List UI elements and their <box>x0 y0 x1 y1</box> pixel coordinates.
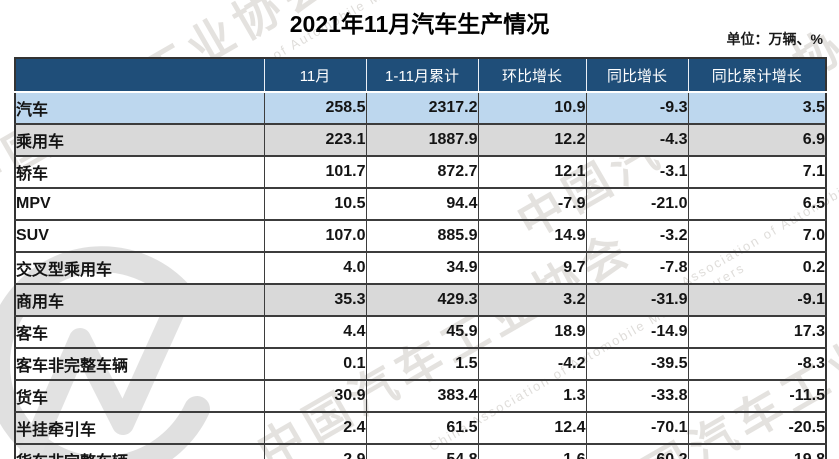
cell-value: -19.8 <box>688 444 827 459</box>
cell-value: 18.9 <box>478 316 587 349</box>
cell-value: 1.3 <box>478 380 587 413</box>
cell-value: -9.1 <box>688 284 827 317</box>
column-header: 1-11月累计 <box>366 58 479 93</box>
cell-value: 383.4 <box>366 380 479 413</box>
cell-value: -60.2 <box>586 444 689 459</box>
cell-value: 3.2 <box>478 284 587 317</box>
cell-value: 2.9 <box>264 444 367 459</box>
row-label: MPV <box>15 188 265 221</box>
table-row: 客车 4.4 45.9 18.9 -14.9 17.3 <box>15 316 827 349</box>
cell-value: 9.7 <box>478 252 587 285</box>
row-label: 客车 <box>15 316 265 349</box>
page-title: 2021年11月汽车生产情况 <box>289 11 550 37</box>
cell-value: -4.2 <box>478 348 587 381</box>
column-header: 11月 <box>264 58 367 93</box>
row-label: 汽车 <box>15 92 265 125</box>
row-label: 乘用车 <box>15 124 265 157</box>
cell-value: 34.9 <box>366 252 479 285</box>
table-row: 交叉型乘用车 4.0 34.9 9.7 -7.8 0.2 <box>15 252 827 285</box>
cell-value: 2317.2 <box>366 92 479 125</box>
cell-value: -3.2 <box>586 220 689 253</box>
cell-value: -7.9 <box>478 188 587 221</box>
cell-value: 107.0 <box>264 220 367 253</box>
corner-header <box>15 58 265 93</box>
cell-value: 30.9 <box>264 380 367 413</box>
cell-value: 14.9 <box>478 220 587 253</box>
cell-value: 872.7 <box>366 156 479 189</box>
cell-value: -20.5 <box>688 412 827 445</box>
cell-value: 0.1 <box>264 348 367 381</box>
cell-value: 6.9 <box>688 124 827 157</box>
unit-label: 单位：万辆、% <box>726 31 823 47</box>
table-row: 半挂牵引车 2.4 61.5 12.4 -70.1 -20.5 <box>15 412 827 445</box>
cell-value: 101.7 <box>264 156 367 189</box>
table-row: MPV 10.5 94.4 -7.9 -21.0 6.5 <box>15 188 827 221</box>
cell-value: -1.6 <box>478 444 587 459</box>
cell-value: -3.1 <box>586 156 689 189</box>
cell-value: 223.1 <box>264 124 367 157</box>
table-row: 货车非完整车辆2.954.8-1.6-60.2-19.8 <box>15 444 827 459</box>
cell-value: 885.9 <box>366 220 479 253</box>
cell-value: -9.3 <box>586 92 689 125</box>
cell-value: 4.0 <box>264 252 367 285</box>
cell-value: 94.4 <box>366 188 479 221</box>
cell-value: 2.4 <box>264 412 367 445</box>
cell-value: 429.3 <box>366 284 479 317</box>
cell-value: -33.8 <box>586 380 689 413</box>
cell-value: 17.3 <box>688 316 827 349</box>
row-label: 商用车 <box>15 284 265 317</box>
cell-value: -4.3 <box>586 124 689 157</box>
row-label: 轿车 <box>15 156 265 189</box>
cell-value: -11.5 <box>688 380 827 413</box>
cell-value: 12.2 <box>478 124 587 157</box>
cell-value: 45.9 <box>366 316 479 349</box>
cell-value: 6.5 <box>688 188 827 221</box>
cell-value: -39.5 <box>586 348 689 381</box>
cell-value: 12.4 <box>478 412 587 445</box>
cell-value: 3.5 <box>688 92 827 125</box>
production-table: 11月 1-11月累计 环比增长 同比增长 同比累计增长 汽车 258.5 2317.2 10… <box>14 57 827 459</box>
table-row: 商用车 35.3 429.3 3.2 -31.9 -9.1 <box>15 284 827 317</box>
column-header: 环比增长 <box>478 58 587 93</box>
cell-value: 7.0 <box>688 220 827 253</box>
row-label: 货车非完整车辆 <box>15 444 265 459</box>
row-label: 半挂牵引车 <box>15 412 265 445</box>
cell-value: -21.0 <box>586 188 689 221</box>
cell-value: -31.9 <box>586 284 689 317</box>
row-label: SUV <box>15 220 265 253</box>
cell-value: 35.3 <box>264 284 367 317</box>
table-row: SUV 107.0 885.9 14.9 -3.2 7.0 <box>15 220 827 253</box>
column-header: 同比增长 <box>586 58 689 93</box>
cell-value: 0.2 <box>688 252 827 285</box>
cell-value: 258.5 <box>264 92 367 125</box>
cell-value: 7.1 <box>688 156 827 189</box>
cell-value: -8.3 <box>688 348 827 381</box>
table-row: 客车非完整车辆 0.1 1.5 -4.2 -39.5 -8.3 <box>15 348 827 381</box>
cell-value: 1.5 <box>366 348 479 381</box>
cell-value: 10.5 <box>264 188 367 221</box>
cell-value: 12.1 <box>478 156 587 189</box>
row-label: 货车 <box>15 380 265 413</box>
cell-value: 10.9 <box>478 92 587 125</box>
cell-value: 1887.9 <box>366 124 479 157</box>
cell-value: -70.1 <box>586 412 689 445</box>
table-row: 货车 30.9 383.4 1.3 -33.8 -11.5 <box>15 380 827 413</box>
table-row: 乘用车 223.1 1887.9 12.2 -4.3 6.9 <box>15 124 827 157</box>
row-label: 客车非完整车辆 <box>15 348 265 381</box>
cell-value: 4.4 <box>264 316 367 349</box>
row-label: 交叉型乘用车 <box>15 252 265 285</box>
table-row: 轿车 101.7 872.7 12.1 -3.1 7.1 <box>15 156 827 189</box>
cell-value: 61.5 <box>366 412 479 445</box>
header-row: 11月 1-11月累计 环比增长 同比增长 同比累计增长 <box>15 58 826 93</box>
column-header: 同比累计增长 <box>688 58 826 93</box>
cell-value: 54.8 <box>366 444 479 459</box>
table-row: 汽车 258.5 2317.2 10.9 -9.3 3.5 <box>15 92 827 125</box>
cell-value: -7.8 <box>586 252 689 285</box>
cell-value: -14.9 <box>586 316 689 349</box>
